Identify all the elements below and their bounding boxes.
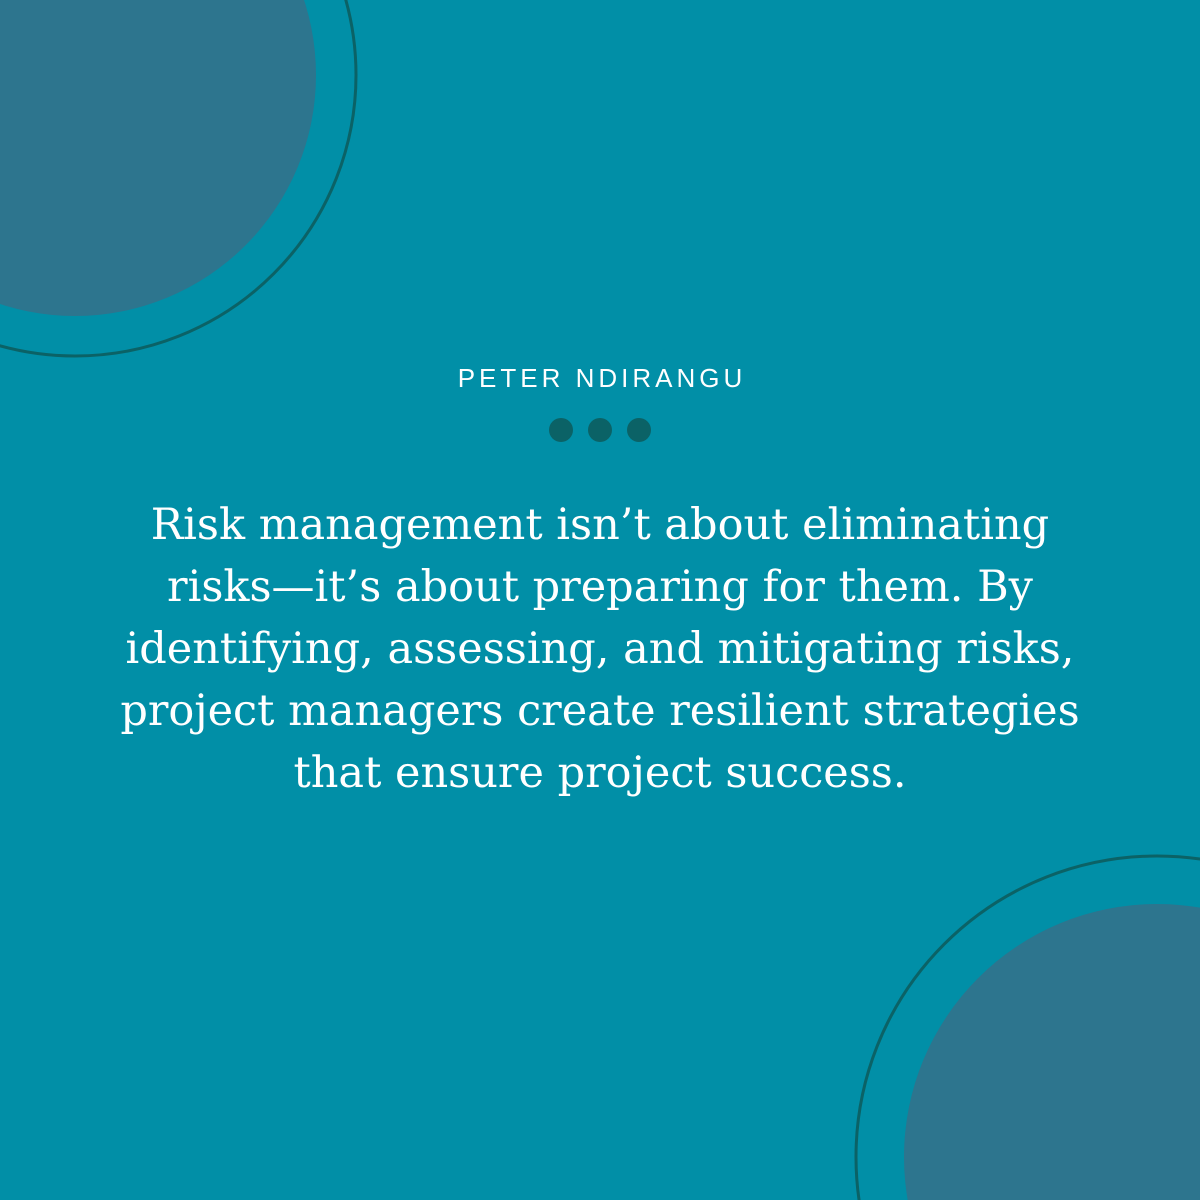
dot-icon (588, 418, 612, 442)
top-left-filled-circle (0, 0, 316, 316)
quote-text: Risk management isn’t about eliminating … (120, 500, 1080, 798)
dot-icon (627, 418, 651, 442)
bottom-right-filled-circle (904, 904, 1200, 1200)
bottom-right-ring (854, 854, 1200, 1200)
separator-dots (0, 418, 1200, 442)
top-left-ring (0, 0, 358, 358)
author-name: PETER NDIRANGU (457, 363, 747, 393)
dot-icon (549, 418, 573, 442)
